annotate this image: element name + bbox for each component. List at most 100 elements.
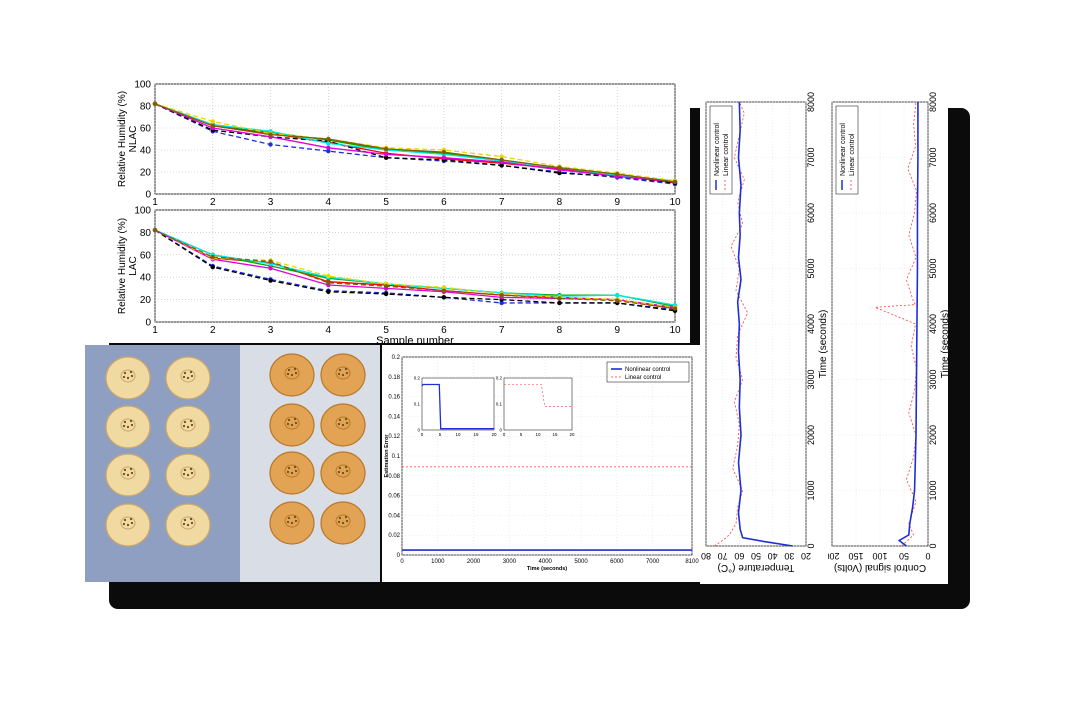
slice-seed (345, 371, 349, 375)
y-tick-label: 0.06 (388, 494, 400, 500)
series-line (875, 101, 917, 547)
y-tick-label: 0 (397, 553, 401, 559)
fruit-slice (165, 405, 211, 449)
slice-core (335, 366, 351, 380)
x-tick-label: 80 (701, 551, 711, 561)
slice-seed (130, 471, 134, 475)
slice-seed (345, 421, 349, 425)
y-tick-label: 100 (134, 80, 151, 91)
inset-y-tick-label: 0 (417, 428, 420, 433)
slice-seed (190, 374, 194, 378)
series-point (557, 170, 562, 176)
slice-seed (190, 423, 194, 427)
series-point (268, 259, 273, 264)
inset-series-line (504, 384, 572, 407)
inset-x-tick-label: 20 (569, 432, 575, 437)
series-point (441, 295, 447, 300)
slice-core (284, 514, 300, 528)
fruit-slice (269, 501, 315, 545)
slice-core (180, 418, 196, 432)
y-tick-label: 20 (140, 295, 152, 306)
fresh-slices-svg (105, 356, 211, 547)
slice-core (120, 466, 136, 480)
series-point (326, 148, 331, 154)
inset-chart: 0 5 10 15 20 0 0.1 0.2 (414, 376, 497, 438)
temperature-svg: 80 70 60 50 40 30 20 0 1000 2000 3000 4000 5000 6000 7… (701, 92, 829, 573)
x-tick-label: 100 (872, 551, 887, 561)
y-axis-label-line: Relative Humidity (%) (117, 91, 128, 187)
slice-seed (126, 376, 130, 380)
series-point (210, 254, 215, 260)
series-point (499, 292, 504, 298)
fruit-slice (165, 453, 211, 497)
slice-core (284, 416, 300, 430)
series-point (152, 227, 158, 233)
legend-label: Linear control (723, 133, 730, 176)
y-tick-label: 6000 (806, 203, 816, 223)
fruit-slice (320, 353, 366, 397)
x-axis-label: Sample number (376, 335, 454, 343)
fruit-slice (105, 405, 151, 449)
slice-seed (129, 467, 133, 471)
series-point (326, 141, 331, 146)
legend-label: Linear control (849, 133, 856, 176)
slice-seed (286, 520, 290, 524)
fruit-slice (105, 503, 151, 547)
x-tick-label: 50 (899, 551, 909, 561)
slice-seed (122, 472, 126, 476)
fruit-slice (105, 453, 151, 497)
series-point (557, 300, 562, 306)
slice-seed (341, 471, 345, 475)
series-point (672, 179, 678, 185)
slice-core (284, 366, 300, 380)
series-line (154, 229, 676, 309)
y-axis-label: Estimation Error (384, 434, 390, 478)
temperature-panel: 80 70 60 50 40 30 20 0 1000 2000 3000 4000 5000 6000 7… (700, 72, 829, 584)
y-tick-label: 0 (806, 543, 816, 548)
series-point (326, 273, 331, 279)
slice-seed (182, 375, 186, 379)
y-tick-label: 0 (145, 318, 151, 329)
x-tick-label: 8 (557, 197, 563, 208)
series-line (736, 101, 793, 547)
slice-seed (294, 519, 298, 523)
x-tick-label: 3 (268, 197, 274, 208)
estimation-error-panel: 0 1000 2000 3000 4000 5000 6000 7000 8100 0 0.02 0.… (382, 345, 700, 582)
y-tick-label: 2000 (928, 425, 938, 445)
fruit-slice (165, 503, 211, 547)
series-point (210, 264, 215, 270)
x-axis-label: Control signal (Volts) (834, 562, 926, 573)
y-tick-label: 0.18 (388, 375, 400, 381)
fruit-slice (105, 356, 151, 400)
slice-seed (186, 473, 190, 477)
slice-core (120, 418, 136, 432)
series-line (154, 229, 676, 312)
slice-seed (130, 521, 134, 525)
slice-seed (344, 417, 348, 421)
inset-x-tick-label: 20 (491, 432, 497, 437)
series-point (383, 152, 389, 157)
plot-frame (154, 83, 676, 195)
slice-seed (126, 523, 130, 527)
inset-x-tick-label: 5 (520, 432, 523, 437)
series-point (383, 283, 389, 289)
slice-seed (290, 521, 294, 525)
y-tick-label: 0.16 (388, 395, 400, 401)
inset-x-tick-label: 10 (535, 432, 541, 437)
slice-core (335, 416, 351, 430)
photo-fresh-slices (85, 345, 240, 582)
photo-dried-slices (240, 345, 380, 582)
slice-seed (294, 371, 298, 375)
inset-x-tick-label: 5 (439, 432, 442, 437)
x-tick-label: 6000 (610, 559, 624, 565)
x-tick-label: 20 (801, 551, 811, 561)
series-line (714, 101, 749, 547)
slice-seed (345, 469, 349, 473)
slice-seed (189, 370, 193, 374)
y-axis-label-line: NLAC (128, 126, 139, 153)
slice-seed (130, 423, 134, 427)
y-tick-label: 4000 (928, 314, 938, 334)
series-line (154, 103, 676, 183)
